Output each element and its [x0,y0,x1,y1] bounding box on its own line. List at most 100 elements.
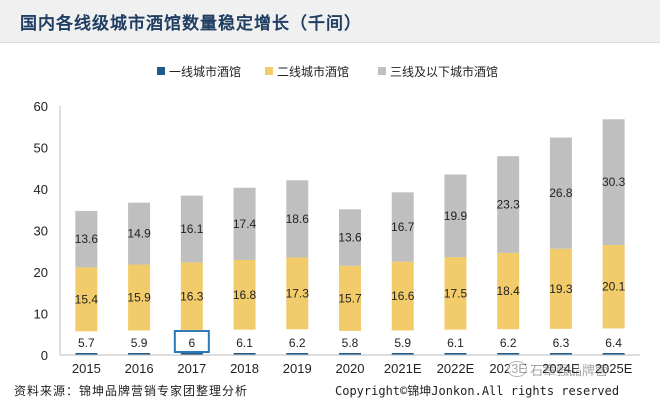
data-label-tier2: 16.3 [180,289,204,303]
x-tick-label: 2022E [437,361,475,376]
tier1-label-box [280,331,315,352]
data-label-tier3: 18.6 [286,212,310,226]
data-label-tier2: 17.3 [286,286,310,300]
data-label-tier3: 26.8 [549,186,573,200]
bar-segment-tier1 [233,353,256,355]
bar-segment-tier3 [233,187,256,260]
tier1-label-box [491,331,526,352]
data-label-tier3: 13.6 [338,231,362,245]
bar-segment-tier1 [391,353,414,355]
data-label-tier2: 15.9 [127,291,151,305]
bar-segment-tier2 [391,261,414,331]
bar-segment-tier1 [128,353,151,355]
data-label-tier3: 17.4 [233,217,257,231]
bar-segment-tier2 [497,252,520,330]
data-label-tier3: 30.3 [602,175,626,189]
legend-label: 一线城市酒馆 [169,64,241,79]
bar-segment-tier1 [339,353,361,355]
bar-segment-tier3 [497,156,520,253]
bar-segment-tier2 [75,267,98,332]
bar-segment-tier3 [286,180,309,258]
data-label-tier2: 17.5 [444,286,468,300]
data-label-tier1: 5.9 [394,336,411,350]
data-label-tier2: 16.6 [391,289,415,303]
source-note: 资料来源：锦坤品牌营销专家团整理分析 [14,384,249,398]
copyright-note: Copyright©锦坤Jonkon.All rights reserved [335,384,620,398]
y-tick-label: 0 [41,348,48,363]
bars: 5.7 15.4 13.6 5.9 15.9 14.9 6 16.3 16.1 6.1 16.8 17… [69,119,631,355]
title-bar: 国内各线级城市酒馆数量稳定增长（千间） [0,0,660,43]
bar-segment-tier1 [444,353,467,355]
data-label-tier1: 6.1 [236,336,253,350]
y-tick-label: 30 [34,224,48,239]
data-label-tier3: 16.1 [180,222,204,236]
x-axis: 2015201620172018201920202021E2022E2023E2… [60,354,640,376]
x-tick-label: 2015 [72,361,101,376]
data-label-tier1: 6.4 [605,336,622,350]
x-tick-label: 2019 [283,361,312,376]
page-title: 国内各线级城市酒馆数量稳定增长（千间） [20,14,362,34]
bar-segment-tier3 [128,202,151,265]
bar-segment-tier3 [75,210,98,268]
data-label-tier1: 5.9 [131,336,148,350]
bar-segment-tier2 [339,265,361,331]
bar-segment-tier2 [549,248,572,329]
data-label-tier1: 6.2 [289,336,306,350]
data-label-tier2: 15.4 [75,292,99,306]
tier1-label-box [596,331,631,352]
x-tick-label: 2017 [177,361,206,376]
data-label-tier3: 13.6 [75,232,99,246]
data-label-tier2: 20.1 [602,280,626,294]
bar-segment-tier3 [602,119,625,246]
bar-segment-tier1 [75,353,98,355]
y-tick-label: 20 [34,265,48,280]
data-label-tier3: 19.9 [444,209,468,223]
bar-segment-tier2 [233,259,256,330]
bar-segment-tier2 [180,262,203,331]
data-label-tier3: 16.7 [391,220,415,234]
tier1-label-box [438,331,473,352]
legend-swatch [265,67,273,75]
legend-label: 二线城市酒馆 [277,64,349,79]
tier1-label-box [122,331,157,352]
x-tick-label: 2020 [336,361,365,376]
tier1-label-box [69,331,104,352]
watermark: 石章强品牌营 [530,364,609,379]
y-axis: 0 10 20 30 40 50 60 [34,99,61,363]
bar-segment-tier1 [286,353,309,355]
data-label-tier2: 18.4 [497,284,521,298]
x-tick-label: 2016 [125,361,154,376]
y-tick-label: 50 [34,141,48,156]
data-label-tier1: 6.1 [447,336,464,350]
tier1-label-box [333,331,367,352]
legend-swatch [378,67,386,75]
bar-segment-tier1 [497,353,520,355]
legend-swatch [157,67,165,75]
y-tick-label: 10 [34,307,48,322]
bar-segment-tier1 [549,353,572,355]
x-tick-label: 2021E [384,361,422,376]
bar-segment-tier3 [391,192,414,262]
data-label-tier1: 6.3 [553,336,570,350]
bar-segment-tier3 [339,209,361,266]
wechat-icon [507,361,527,377]
data-label-tier2: 16.8 [233,288,257,302]
tier1-label-box [227,331,262,352]
legend: 一线城市酒馆 二线城市酒馆 三线及以下城市酒馆 [157,64,498,79]
data-label-tier2: 15.7 [338,291,362,305]
x-tick-label: 2018 [230,361,259,376]
legend-label: 三线及以下城市酒馆 [390,64,498,79]
y-tick-label: 60 [34,99,48,114]
data-label-tier1: 6 [188,336,195,350]
data-label-tier1: 5.8 [342,336,359,350]
data-label-tier2: 19.3 [549,282,573,296]
tier1-label-box [543,331,578,352]
x-tick-label: 2025E [595,361,633,376]
bar-segment-tier2 [128,264,151,331]
bar-segment-tier3 [549,137,572,249]
bar-segment-tier1 [602,353,625,355]
data-label-tier1: 6.2 [500,336,517,350]
bar-segment-tier2 [286,257,309,330]
y-tick-label: 40 [34,182,48,197]
data-label-tier1: 5.7 [78,336,95,350]
